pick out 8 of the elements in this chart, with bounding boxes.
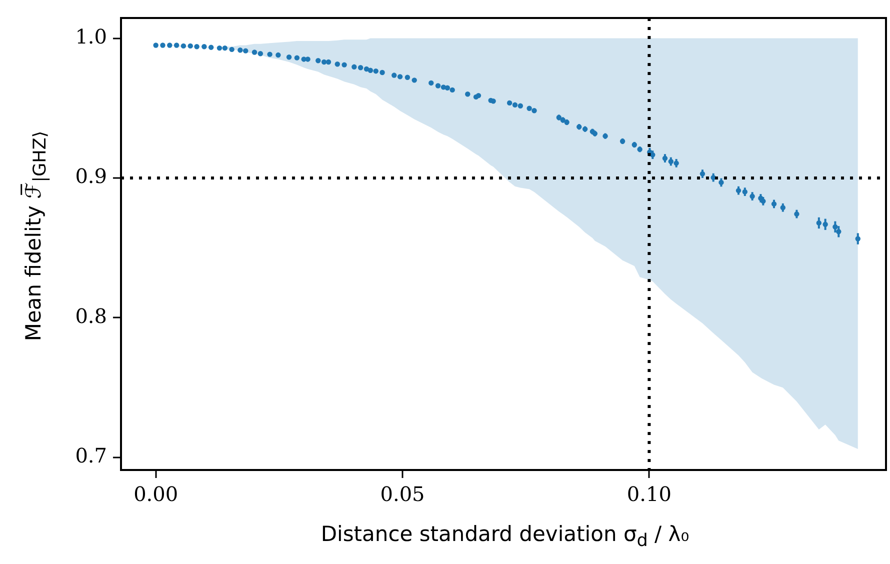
y-tick-label: 0.8 <box>75 304 107 328</box>
x-tick-label: 0.10 <box>626 482 672 506</box>
y-tick-label: 0.9 <box>75 164 107 188</box>
y-tick-label: 0.7 <box>75 444 107 468</box>
x-tick-label: 0.00 <box>134 482 178 506</box>
x-axis-title: Distance standard deviation σ$_{d}$ / λ₀ <box>320 522 690 552</box>
y-tick-label: 1.0 <box>75 24 107 48</box>
x-tick-label: 0.05 <box>380 482 425 506</box>
